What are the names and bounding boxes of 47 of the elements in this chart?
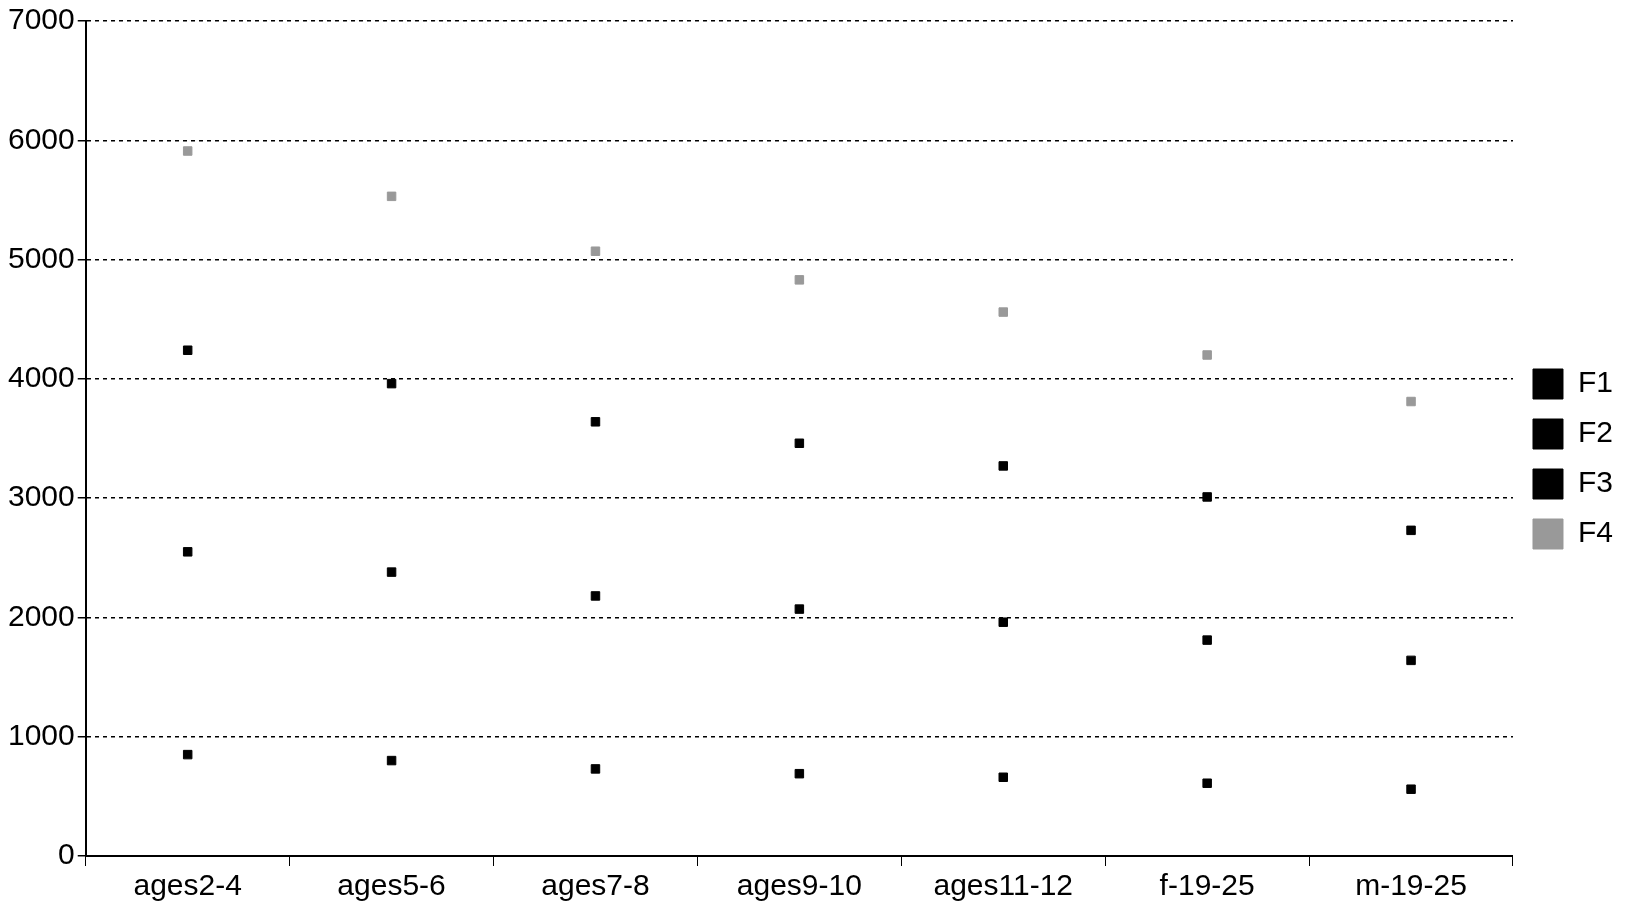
y-tick-label: 1000 [7, 717, 75, 751]
x-tick-label: ages7-8 [541, 868, 650, 902]
point [386, 378, 397, 389]
point [998, 617, 1008, 627]
y-tick-label: 6000 [7, 121, 75, 155]
legend-label: F4 [1577, 515, 1614, 549]
point [998, 772, 1008, 783]
point [182, 749, 193, 760]
y-tick-label: 3000 [7, 479, 75, 513]
point [1406, 396, 1416, 407]
point [386, 567, 397, 577]
legend-label: F2 [1577, 415, 1614, 449]
point [590, 591, 601, 601]
point [794, 604, 805, 614]
x-tick-label: ages11-12 [933, 868, 1074, 902]
point [590, 246, 601, 256]
x-tick-label: f-19-25 [1159, 868, 1255, 902]
point [1202, 635, 1212, 645]
point [590, 764, 601, 774]
y-tick-label: 0 [58, 837, 75, 871]
point [590, 417, 601, 427]
y-tick-label: 7000 [7, 2, 75, 36]
x-tick-label: ages9-10 [736, 868, 862, 902]
point [182, 547, 193, 557]
point [998, 461, 1008, 471]
point [794, 275, 805, 285]
point [794, 768, 805, 779]
x-tick-label: ages5-6 [337, 868, 446, 902]
point [1406, 784, 1416, 794]
y-tick-label: 2000 [7, 598, 75, 632]
point [998, 307, 1008, 317]
y-tick-label: 5000 [7, 240, 75, 274]
legend-label: F1 [1577, 365, 1614, 399]
point [182, 345, 193, 355]
legend-label: F3 [1577, 465, 1614, 499]
y-tick-label: 4000 [7, 360, 75, 394]
point [794, 438, 805, 449]
point [1406, 655, 1416, 666]
point [386, 191, 397, 202]
point [1406, 525, 1416, 536]
point [1202, 492, 1212, 502]
point [1202, 778, 1212, 788]
point [1202, 350, 1212, 360]
x-tick-label: m-19-25 [1355, 868, 1467, 902]
x-tick-label: ages2-4 [133, 868, 242, 902]
point [182, 146, 193, 156]
point [386, 755, 397, 766]
